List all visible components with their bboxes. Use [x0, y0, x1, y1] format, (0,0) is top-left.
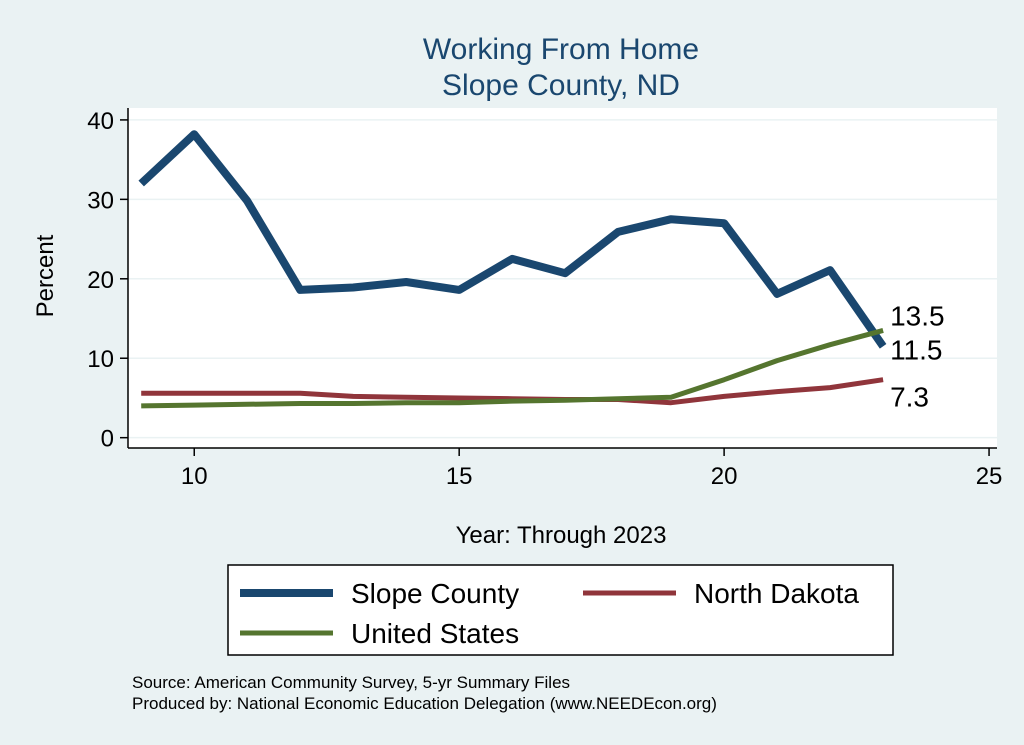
- y-tick-label-20: 20: [87, 267, 114, 294]
- axes: 0 10 20 30 40 10 15 20 25: [87, 108, 1002, 490]
- y-axis-title: Percent: [32, 234, 59, 317]
- legend-label-north-dakota: North Dakota: [694, 578, 859, 609]
- line-united-states: [141, 327, 884, 409]
- chart-title-line-2: Slope County, ND: [442, 69, 680, 102]
- legend-label-united-states: United States: [351, 618, 519, 649]
- legend-label-slope-county: Slope County: [351, 578, 519, 609]
- end-label-slope-county: 11.5: [890, 334, 942, 365]
- x-tick-label-25: 25: [976, 463, 1003, 490]
- series-lines: [138, 130, 887, 409]
- y-tick-label-30: 30: [87, 187, 114, 214]
- x-tick-label-15: 15: [446, 463, 473, 490]
- chart-title-line-1: Working From Home: [423, 33, 699, 66]
- produced-by-note: Produced by: National Economic Education…: [132, 694, 717, 713]
- legend-box: [227, 564, 894, 656]
- x-axis-title: Year: Through 2023: [456, 522, 667, 549]
- end-labels: 13.511.5 7.3: [890, 300, 945, 412]
- grid-lines: [128, 119, 997, 439]
- y-tick-label-0: 0: [101, 426, 114, 453]
- x-tick-label-20: 20: [711, 463, 738, 490]
- legend: Slope County North Dakota United States: [227, 564, 894, 656]
- x-tick-label-10: 10: [181, 463, 208, 490]
- end-label-north-dakota: 7.3: [890, 382, 929, 413]
- y-tick-label-10: 10: [87, 346, 114, 373]
- end-label-united-states: 13.5: [890, 300, 945, 331]
- line-slope-county: [138, 130, 887, 349]
- source-note: Source: American Community Survey, 5-yr …: [132, 673, 570, 692]
- y-tick-label-40: 40: [87, 108, 114, 135]
